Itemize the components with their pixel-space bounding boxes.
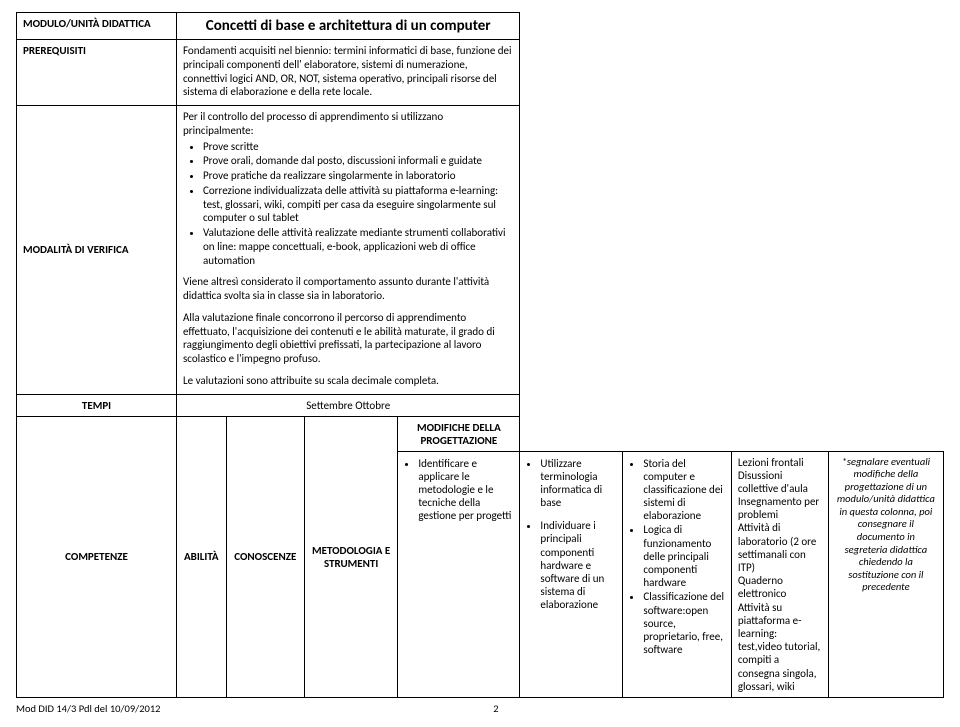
modulo-label: MODULO/UNITÀ DIDATTICA [17,13,177,40]
list-item: Individuare i principali componenti hard… [540,519,616,611]
list-item: Storia del computer e classificazione de… [643,457,724,523]
prereq-label: PREREQUISITI [17,40,177,106]
col-modifiche-line1: MODIFICHE DELLA [417,421,501,434]
list-item: Attività di laboratorio (2 ore settimana… [738,521,822,574]
prereq-paragraph: Fondamenti acquisiti nel biennio: termin… [183,44,513,99]
tempi-label: TEMPI [17,394,177,416]
list-item: Utilizzare terminologia informatica di b… [540,457,616,510]
page-footer: Mod DID 14/3 Pdl del 10/09/2012 2 [16,702,944,715]
list-item: Correzione individualizzata delle attivi… [203,184,513,225]
list-item: Insegnamento per problemi [738,495,822,521]
list-item: Prove scritte [203,140,513,154]
list-abilita: Utilizzare terminologia informatica di b… [526,457,616,612]
list-metodologia: Lezioni frontaliDisussioni collettive d'… [738,456,822,693]
col-conoscenze: CONOSCENZE [226,416,304,697]
list-item: Disussioni collettive d'aula [738,469,822,495]
col-competenze: COMPETENZE [17,416,177,697]
tempi-value: Settembre Ottobre [177,394,520,416]
cell-conoscenze: Storia del computer e classificazione de… [623,451,731,697]
list-item: Prove orali, domande dal posto, discussi… [203,154,513,168]
col-metodologia: METODOLOGIA E STRUMENTI [304,416,397,697]
cell-abilita: Utilizzare terminologia informatica di b… [520,451,623,697]
module-title: Concetti di base e architettura di un co… [177,13,520,40]
col-abilita: ABILITÀ [177,416,227,697]
list-item: Logica di funzionamento delle principali… [643,523,724,589]
prereq-text: Fondamenti acquisiti nel biennio: termin… [177,40,520,106]
modalita-label: MODALITÀ DI VERIFICA [17,106,177,395]
col-modifiche-top: MODIFICHE DELLA PROGETTAZIONE [398,416,520,451]
list-item: Attività su piattaforma e-learning: test… [738,601,822,693]
modalita-bullet-list: Prove scritteProve orali, domande dal po… [183,140,513,268]
list-item: Classificazione del software:open source… [643,590,724,656]
list-item: Lezioni frontali [738,456,822,469]
list-competenze: Identificare e applicare le metodologie … [404,457,513,523]
cell-modifiche: *segnalare eventuali modifiche della pro… [828,451,943,697]
footer-page: 2 [493,702,498,715]
modalita-p2: Alla valutazione finale concorrono il pe… [183,311,513,366]
modalita-content: Per il controllo del processo di apprend… [177,106,520,395]
list-item: Prove pratiche da realizzare singolarmen… [203,169,513,183]
modalita-p3: Le valutazioni sono attribuite su scala … [183,374,513,388]
cell-metodologia: Lezioni frontaliDisussioni collettive d'… [731,451,828,697]
col-modifiche-line2: PROGETTAZIONE [420,434,497,447]
modalita-intro: Per il controllo del processo di apprend… [183,110,513,138]
list-conoscenze: Storia del computer e classificazione de… [629,457,724,657]
cell-competenze: Identificare e applicare le metodologie … [398,451,520,697]
document-table: MODULO/UNITÀ DIDATTICA Concetti di base … [16,12,944,698]
modalita-p1: Viene altresì considerato il comportamen… [183,275,513,303]
list-item: Identificare e applicare le metodologie … [418,457,513,523]
list-item: Valutazione delle attività realizzate me… [203,226,513,267]
list-item: Quaderno elettronico [738,574,822,600]
footer-left: Mod DID 14/3 Pdl del 10/09/2012 [16,702,161,715]
